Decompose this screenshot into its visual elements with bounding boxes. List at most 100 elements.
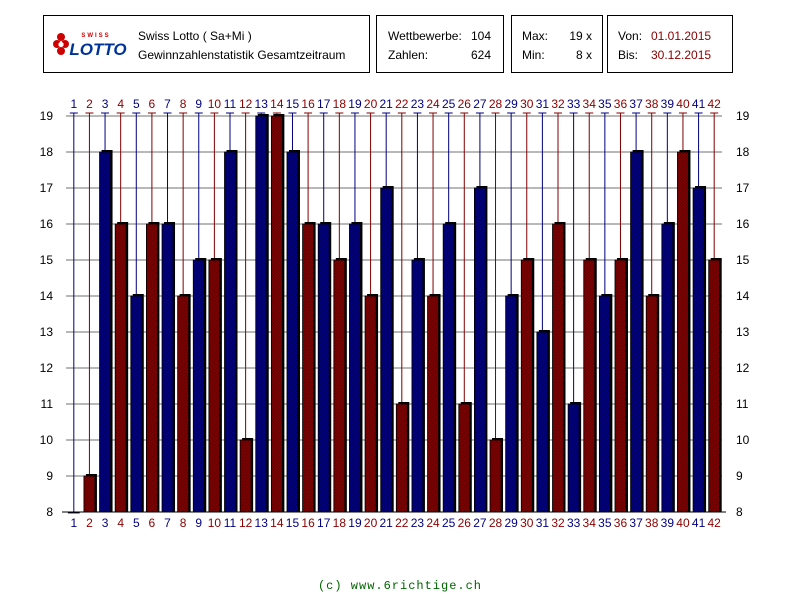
x-label-top: 29 [504, 97, 518, 111]
x-label-bottom: 22 [395, 516, 409, 530]
x-label-top: 38 [645, 97, 659, 111]
y-tick-label-right: 11 [736, 397, 749, 411]
x-label-top: 28 [489, 97, 503, 111]
y-tick-label-right: 10 [736, 433, 750, 447]
x-label-top: 15 [286, 97, 300, 111]
zahlen-label: Zahlen: [388, 48, 429, 62]
x-label-top: 41 [692, 97, 706, 111]
x-label-top: 25 [442, 97, 456, 111]
y-tick-label-right: 19 [736, 109, 750, 123]
y-tick-label-right: 16 [736, 217, 750, 231]
x-label-bottom: 15 [286, 516, 300, 530]
x-label-bottom: 27 [473, 516, 487, 530]
von-label: Von: [618, 29, 643, 43]
x-label-top: 7 [164, 97, 171, 111]
y-tick-label-left: 15 [40, 253, 54, 267]
x-label-top: 6 [149, 97, 156, 111]
x-label-top: 16 [301, 97, 315, 111]
chart-title: Swiss Lotto ( Sa+Mi ) [138, 29, 252, 43]
x-label-top: 19 [348, 97, 362, 111]
von-value: 01.01.2015 [651, 29, 712, 43]
y-tick-label-left: 8 [46, 505, 53, 519]
x-label-bottom: 39 [661, 516, 675, 530]
bar-7 [161, 223, 174, 513]
x-label-bottom: 18 [333, 516, 347, 530]
x-label-bottom: 11 [224, 516, 237, 530]
x-label-top: 8 [180, 97, 187, 111]
y-tick-label-left: 14 [40, 289, 54, 303]
bar-5 [130, 295, 143, 513]
x-label-bottom: 19 [348, 516, 362, 530]
bar-9 [192, 259, 205, 513]
bar-34 [583, 259, 596, 513]
x-label-bottom: 31 [536, 516, 550, 530]
bar-6 [146, 223, 158, 513]
x-label-bottom: 10 [208, 516, 222, 530]
wettbewerbe-value: 104 [470, 29, 491, 43]
y-tick-label-left: 10 [40, 433, 54, 447]
y-tick-label-right: 18 [736, 145, 750, 159]
bar-27 [474, 187, 486, 513]
x-label-bottom: 2 [86, 516, 93, 530]
bar-16 [302, 223, 314, 513]
footer-copyright: (c) www.6richtige.ch [317, 579, 483, 593]
bar-2 [83, 475, 96, 513]
x-label-top: 21 [380, 97, 394, 111]
x-label-top: 24 [426, 97, 440, 111]
bar-24 [427, 295, 439, 513]
y-tick-label-left: 16 [40, 217, 54, 231]
y-tick-label-left: 12 [40, 361, 54, 375]
y-tick-label-right: 12 [736, 361, 750, 375]
x-label-bottom: 25 [442, 516, 456, 530]
maxmin-panel: Max: 19 x Min: 8 x [511, 15, 603, 73]
x-label-top: 14 [270, 97, 284, 111]
title-panel: SWISS LOTTO Swiss Lotto ( Sa+Mi ) Gewinn… [43, 15, 370, 73]
y-tick-label-left: 11 [41, 397, 54, 411]
x-label-top: 3 [102, 97, 109, 111]
x-label-bottom: 37 [629, 516, 643, 530]
max-value: 19 x [569, 29, 592, 43]
bar-39 [661, 223, 674, 513]
min-value: 8 x [575, 48, 592, 62]
x-label-top: 17 [317, 97, 331, 111]
y-tick-label-right: 8 [736, 505, 743, 519]
x-label-bottom: 13 [255, 516, 269, 530]
x-label-bottom: 33 [567, 516, 581, 530]
x-label-top: 22 [395, 97, 409, 111]
y-tick-label-left: 19 [40, 109, 54, 123]
x-label-top: 26 [458, 97, 472, 111]
x-label-bottom: 29 [504, 516, 518, 530]
x-label-bottom: 24 [426, 516, 440, 530]
bar-11 [224, 151, 236, 513]
bar-23 [411, 259, 424, 513]
x-label-bottom: 12 [239, 516, 253, 530]
bar-15 [286, 151, 299, 513]
x-label-bottom: 42 [708, 516, 722, 530]
bar-3 [99, 151, 111, 513]
bar-37 [630, 151, 642, 513]
x-label-top: 11 [224, 97, 237, 111]
bar-38 [645, 295, 658, 513]
x-label-bottom: 38 [645, 516, 659, 530]
x-label-top: 42 [708, 97, 722, 111]
x-label-bottom: 28 [489, 516, 503, 530]
x-label-top: 13 [255, 97, 269, 111]
x-label-bottom: 16 [301, 516, 315, 530]
bar-21 [380, 187, 393, 513]
bar-28 [489, 439, 502, 513]
x-label-bottom: 30 [520, 516, 534, 530]
x-label-top: 4 [117, 97, 124, 111]
stats-panel: Wettbewerbe: 104 Zahlen: 624 [376, 15, 504, 73]
x-label-bottom: 34 [583, 516, 597, 530]
x-label-top: 18 [333, 97, 347, 111]
x-label-bottom: 14 [270, 516, 284, 530]
x-label-top: 9 [195, 97, 202, 111]
y-tick-label-left: 9 [46, 469, 53, 483]
x-label-bottom: 26 [458, 516, 472, 530]
x-label-bottom: 4 [117, 516, 124, 530]
zahlen-value: 624 [470, 48, 491, 62]
x-label-bottom: 36 [614, 516, 628, 530]
x-label-bottom: 8 [180, 516, 187, 530]
bar-10 [208, 259, 221, 513]
